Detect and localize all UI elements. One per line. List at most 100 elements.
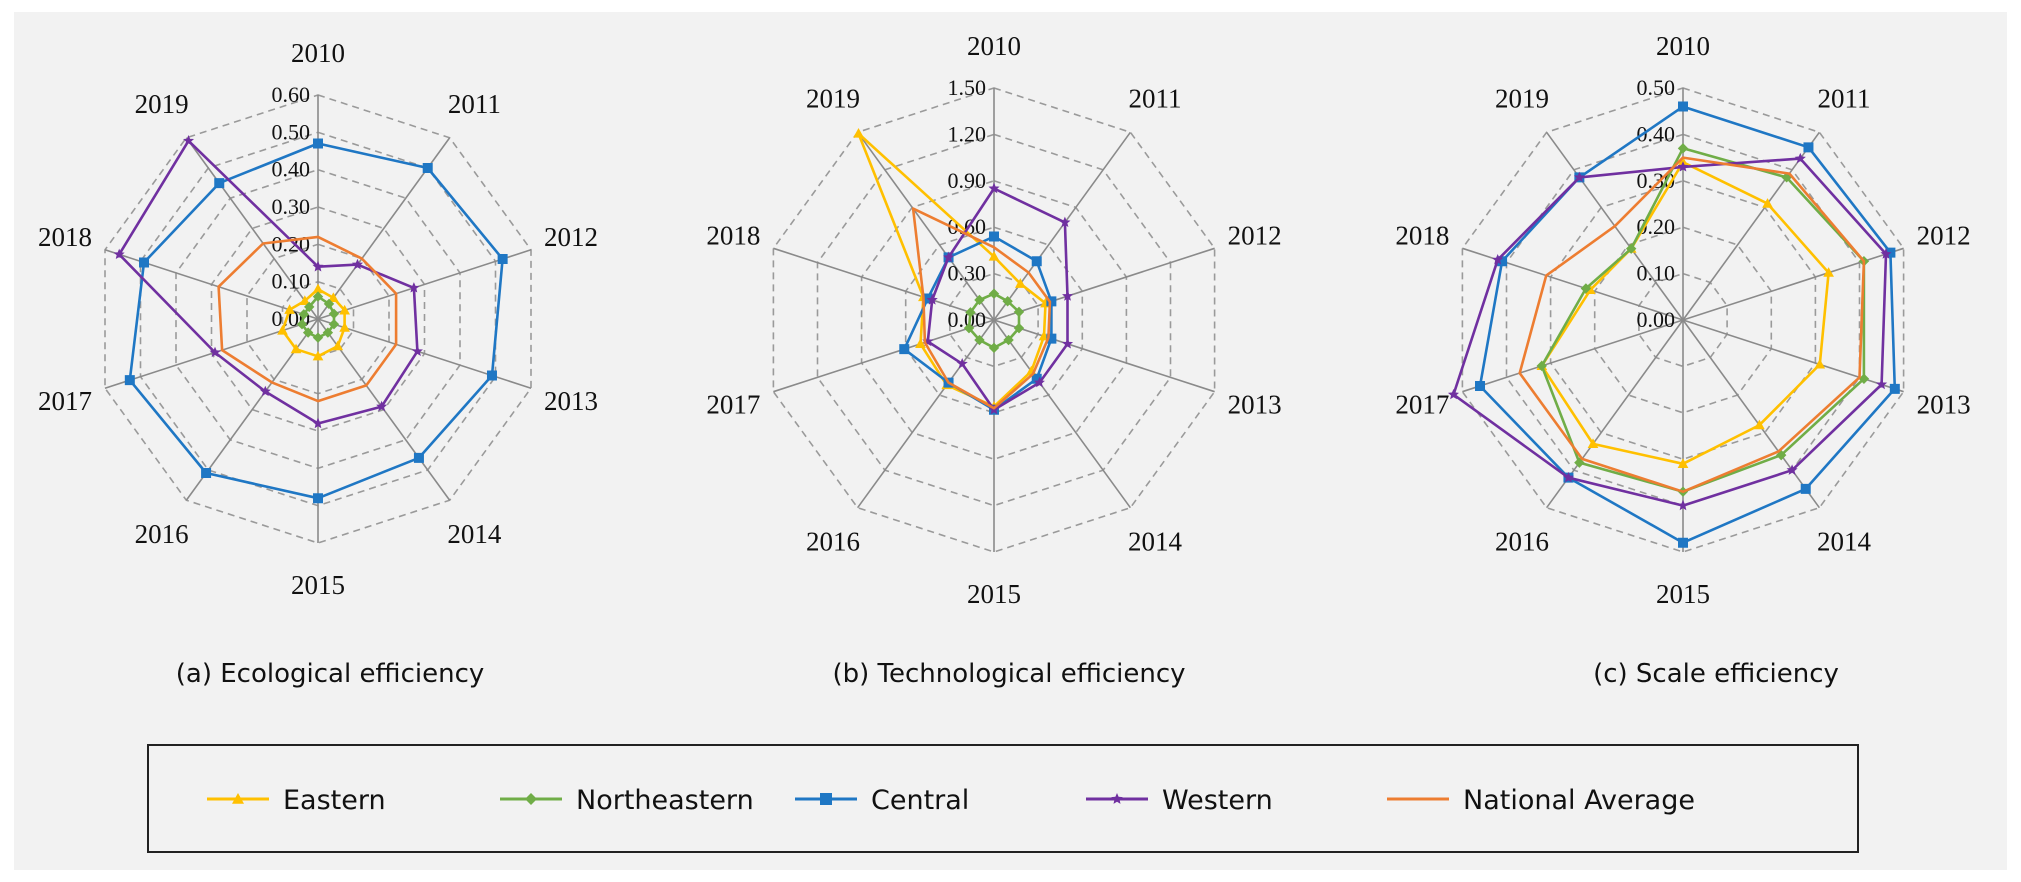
grid-ring (1461, 87, 1905, 553)
category-label-2019: 2019 (1495, 83, 1549, 113)
series-western (922, 182, 1074, 415)
data-point (1775, 449, 1787, 461)
series-western (1447, 152, 1892, 511)
data-point (312, 291, 324, 302)
data-point (1803, 142, 1814, 153)
data-point (339, 304, 350, 315)
data-point (259, 385, 271, 397)
data-point (312, 332, 324, 343)
category-label-2014: 2014 (447, 519, 502, 549)
data-point (411, 345, 423, 356)
data-point (974, 334, 985, 346)
tick-label: 0.10 (1637, 261, 1676, 286)
data-point (1814, 358, 1826, 369)
axis-spoke (773, 319, 995, 393)
data-point (408, 282, 420, 293)
category-label-2013: 2013 (1917, 390, 1971, 420)
legend: Eastern Northeastern Central Western Nationa… (207, 785, 1695, 816)
data-point (284, 304, 295, 314)
figure-panel (14, 12, 2007, 870)
data-point (1031, 256, 1042, 267)
category-label-2015: 2015 (291, 570, 345, 600)
data-point (1062, 338, 1074, 349)
axis-spoke (185, 137, 319, 320)
data-point (313, 493, 323, 504)
data-point (1880, 248, 1892, 259)
category-label-2011: 2011 (1129, 83, 1182, 113)
series-national-average (911, 207, 1052, 410)
data-point (214, 178, 225, 189)
legend-label: Eastern (283, 785, 386, 816)
data-point (915, 338, 926, 348)
data-point (1038, 330, 1050, 341)
data-point (1447, 388, 1460, 400)
category-label-2014: 2014 (1128, 527, 1183, 557)
axis-spoke (856, 131, 995, 321)
series-central (1475, 101, 1900, 548)
data-point (323, 298, 335, 310)
legend-label: Northeastern (576, 785, 754, 816)
category-label-2019: 2019 (806, 83, 860, 113)
data-point (1823, 267, 1834, 277)
data-point (1002, 296, 1013, 307)
data-point (1858, 373, 1870, 384)
data-point (1678, 101, 1688, 112)
data-point (139, 257, 150, 268)
data-point (332, 340, 344, 351)
data-point (988, 288, 1000, 299)
axis-spoke (1462, 319, 1684, 393)
series-eastern (1536, 156, 1834, 468)
category-label-2014: 2014 (1817, 527, 1872, 557)
tick-label: 0.50 (1637, 75, 1676, 100)
legend-label: Western (1162, 785, 1273, 816)
data-point (1033, 376, 1045, 388)
grid-ring (104, 94, 532, 544)
data-point (974, 294, 985, 306)
data-point (277, 325, 288, 335)
category-label-2016: 2016 (135, 519, 189, 549)
radar-chart-2: 0.000.300.600.901.201.502010201120122013… (706, 31, 1281, 689)
series-line (1518, 156, 1866, 493)
tick-label: 0.10 (272, 269, 311, 294)
axis-spoke (1682, 319, 1821, 509)
data-point (1015, 278, 1026, 288)
data-point (956, 357, 968, 369)
data-point (1677, 161, 1689, 172)
tick-label: 0.30 (272, 194, 311, 219)
category-label-2011: 2011 (1818, 83, 1871, 113)
data-point (1786, 464, 1798, 475)
tick-label: 0.50 (272, 119, 311, 144)
data-point (209, 346, 221, 358)
data-point (1625, 243, 1637, 254)
data-point (296, 318, 308, 330)
radar-chart-3: 0.000.100.200.300.400.502010201120122013… (1395, 31, 1970, 689)
legend-item-northeastern: Northeastern (500, 785, 754, 816)
category-label-2019: 2019 (135, 89, 189, 119)
data-point (497, 254, 508, 265)
data-point (486, 370, 497, 381)
axis-spoke (993, 247, 1215, 321)
data-point (1574, 457, 1585, 468)
data-point (989, 231, 999, 242)
tick-label: 1.50 (948, 75, 987, 100)
data-point (943, 251, 955, 263)
data-point (1536, 360, 1547, 372)
axis-spoke (1682, 319, 1904, 393)
data-point (322, 327, 334, 338)
category-label-2010: 2010 (291, 38, 345, 68)
series-line (1478, 105, 1897, 544)
data-point (1677, 143, 1689, 154)
axis-spoke (773, 247, 995, 321)
data-point (422, 162, 433, 173)
data-point (376, 400, 388, 412)
category-label-2012: 2012 (1917, 220, 1971, 250)
legend-marker (1111, 793, 1123, 804)
data-point (328, 308, 340, 320)
data-point (1587, 438, 1599, 448)
data-point (312, 350, 324, 361)
data-point (298, 309, 310, 320)
data-point (1013, 306, 1025, 318)
legend-marker (232, 793, 244, 804)
category-label-2018: 2018 (1395, 220, 1449, 250)
data-point (290, 343, 302, 354)
